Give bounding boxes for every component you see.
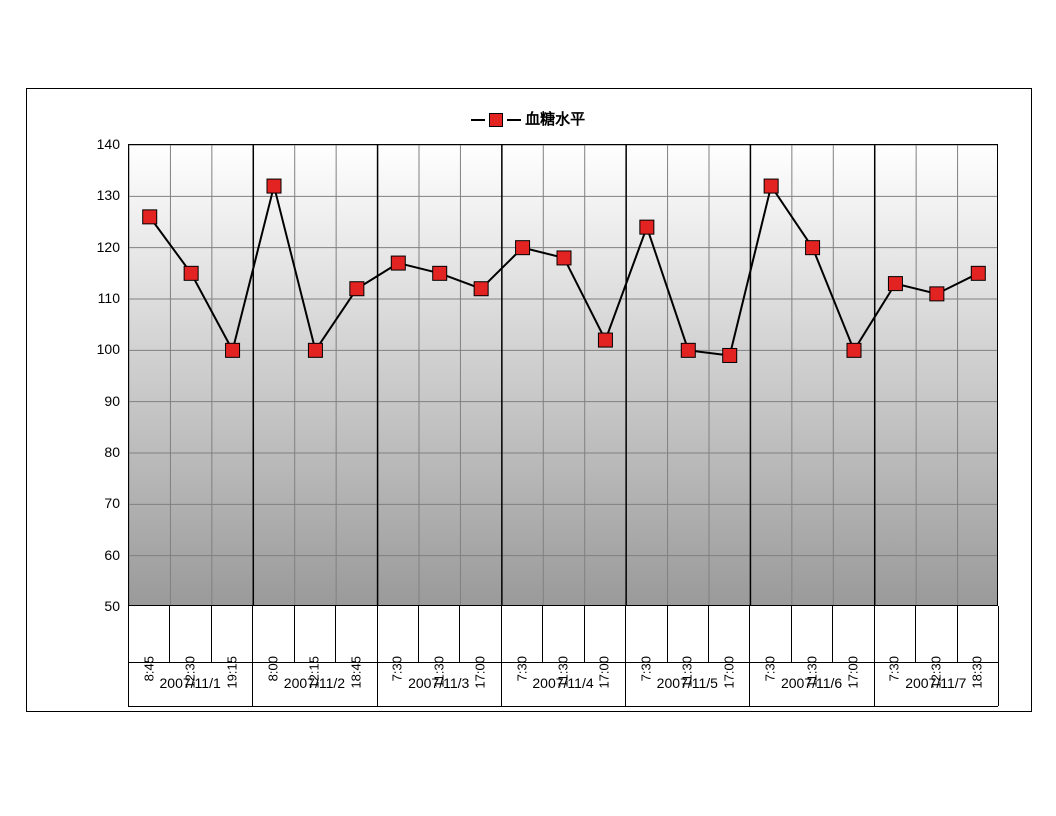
x-tick-time-label: 7:30 bbox=[887, 656, 902, 681]
date-group-separator bbox=[625, 606, 626, 706]
date-group-separator bbox=[874, 606, 875, 706]
date-group-separator bbox=[749, 606, 750, 706]
y-tick-label: 60 bbox=[80, 547, 120, 563]
time-slot-separator bbox=[542, 606, 543, 662]
time-slot-separator bbox=[791, 606, 792, 662]
x-tick-time-label: 17:00 bbox=[846, 656, 861, 689]
time-slot-separator bbox=[708, 606, 709, 662]
x-tick-date-label: 2007/11/2 bbox=[284, 675, 345, 691]
axis-band-side bbox=[998, 606, 999, 706]
x-tick-time-label: 19:15 bbox=[224, 656, 239, 689]
x-tick-time-label: 7:30 bbox=[390, 656, 405, 681]
x-tick-date-label: 2007/11/4 bbox=[532, 675, 593, 691]
time-slot-separator bbox=[294, 606, 295, 662]
x-tick-time-label: 17:00 bbox=[473, 656, 488, 689]
x-tick-date-label: 2007/11/6 bbox=[781, 675, 842, 691]
plot-area bbox=[128, 144, 998, 606]
y-tick-label: 50 bbox=[80, 598, 120, 614]
y-tick-label: 120 bbox=[80, 239, 120, 255]
date-group-separator bbox=[501, 606, 502, 706]
x-tick-time-label: 7:30 bbox=[638, 656, 653, 681]
y-tick-label: 140 bbox=[80, 136, 120, 152]
time-slot-separator bbox=[211, 606, 212, 662]
time-slot-separator bbox=[584, 606, 585, 662]
time-slot-separator bbox=[832, 606, 833, 662]
y-tick-label: 70 bbox=[80, 495, 120, 511]
y-tick-label: 130 bbox=[80, 187, 120, 203]
time-slot-separator bbox=[459, 606, 460, 662]
x-tick-time-label: 17:00 bbox=[721, 656, 736, 689]
time-slot-separator bbox=[957, 606, 958, 662]
x-tick-date-label: 2007/11/1 bbox=[160, 675, 221, 691]
x-tick-date-label: 2007/11/5 bbox=[657, 675, 718, 691]
time-slot-separator bbox=[915, 606, 916, 662]
x-tick-time-label: 8:00 bbox=[266, 656, 281, 681]
x-tick-time-label: 8:45 bbox=[141, 656, 156, 681]
y-tick-label: 110 bbox=[80, 290, 120, 306]
date-group-separator bbox=[252, 606, 253, 706]
time-slot-separator bbox=[335, 606, 336, 662]
x-tick-time-label: 18:30 bbox=[970, 656, 985, 689]
x-tick-date-label: 2007/11/7 bbox=[905, 675, 966, 691]
axis-band-bottom bbox=[128, 706, 998, 707]
y-tick-label: 80 bbox=[80, 444, 120, 460]
x-tick-time-label: 7:30 bbox=[763, 656, 778, 681]
x-tick-time-label: 18:45 bbox=[348, 656, 363, 689]
time-slot-separator bbox=[169, 606, 170, 662]
time-slot-separator bbox=[667, 606, 668, 662]
time-slot-separator bbox=[418, 606, 419, 662]
y-tick-label: 90 bbox=[80, 393, 120, 409]
x-tick-time-label: 7:30 bbox=[514, 656, 529, 681]
y-tick-label: 100 bbox=[80, 341, 120, 357]
x-tick-date-label: 2007/11/3 bbox=[408, 675, 469, 691]
axis-band-separator bbox=[128, 662, 998, 663]
date-group-separator bbox=[377, 606, 378, 706]
x-tick-time-label: 17:00 bbox=[597, 656, 612, 689]
axis-band-side bbox=[128, 606, 129, 706]
